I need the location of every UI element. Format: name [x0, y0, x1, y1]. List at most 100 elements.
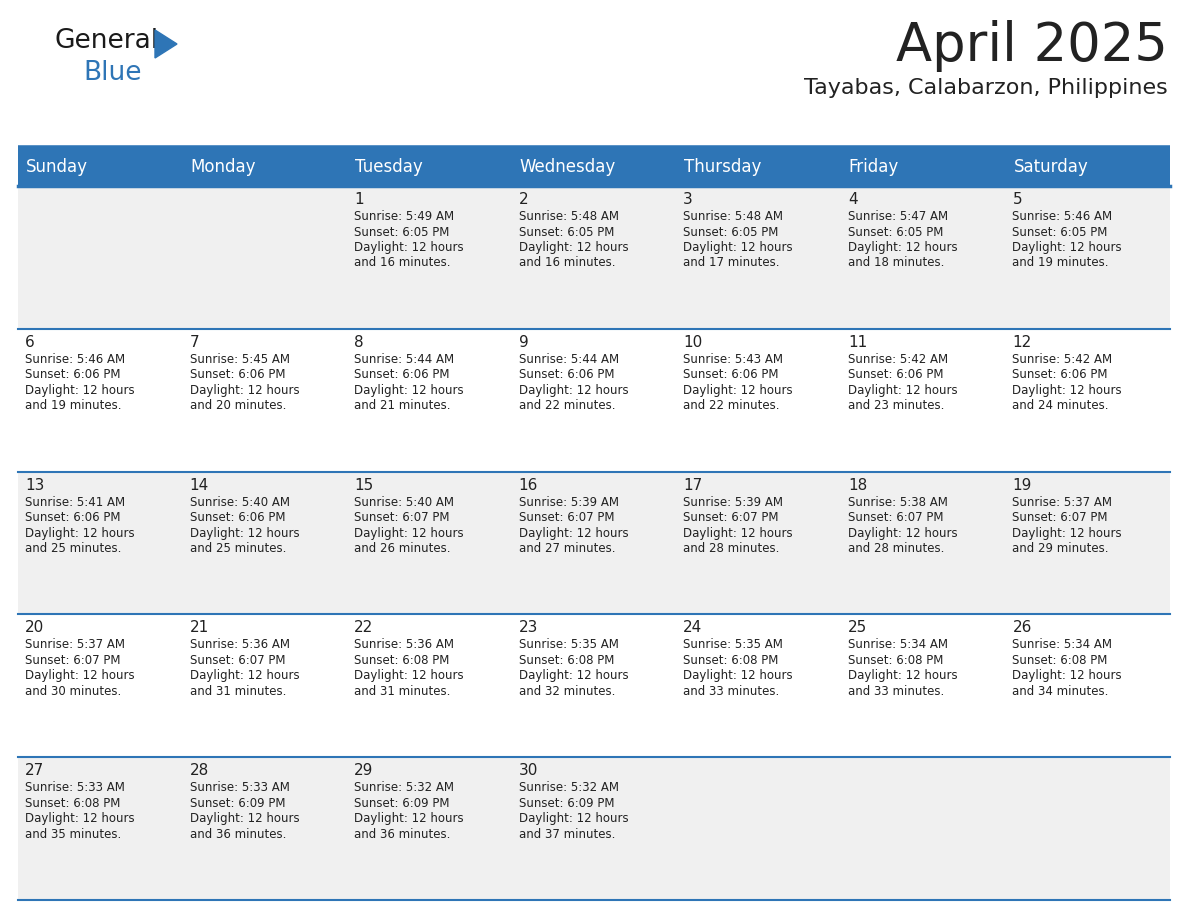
Text: Sunrise: 5:37 AM: Sunrise: 5:37 AM	[25, 638, 125, 652]
Text: Sunrise: 5:37 AM: Sunrise: 5:37 AM	[1012, 496, 1112, 509]
Text: Daylight: 12 hours: Daylight: 12 hours	[190, 384, 299, 397]
Text: Daylight: 12 hours: Daylight: 12 hours	[848, 384, 958, 397]
Bar	[347, 614, 512, 757]
Text: 23: 23	[519, 621, 538, 635]
Text: Saturday: Saturday	[1013, 158, 1088, 176]
Text: Sunset: 6:05 PM: Sunset: 6:05 PM	[519, 226, 614, 239]
Text: 22: 22	[354, 621, 373, 635]
Bar	[841, 148, 1005, 186]
Bar	[676, 472, 841, 614]
Bar	[183, 757, 347, 900]
Text: Daylight: 12 hours: Daylight: 12 hours	[848, 669, 958, 682]
Bar	[18, 614, 183, 757]
Text: Sunset: 6:06 PM: Sunset: 6:06 PM	[519, 368, 614, 381]
Bar	[841, 472, 1005, 614]
Text: 12: 12	[1012, 335, 1031, 350]
Bar	[512, 472, 676, 614]
Text: Daylight: 12 hours: Daylight: 12 hours	[519, 527, 628, 540]
Text: and 26 minutes.: and 26 minutes.	[354, 543, 450, 555]
Bar	[347, 186, 512, 329]
Text: Daylight: 12 hours: Daylight: 12 hours	[519, 812, 628, 825]
Text: and 18 minutes.: and 18 minutes.	[848, 256, 944, 270]
Bar	[512, 329, 676, 472]
Bar	[841, 329, 1005, 472]
Text: Sunrise: 5:36 AM: Sunrise: 5:36 AM	[354, 638, 454, 652]
Text: and 36 minutes.: and 36 minutes.	[190, 828, 286, 841]
Text: Blue: Blue	[83, 60, 141, 86]
Text: and 33 minutes.: and 33 minutes.	[683, 685, 779, 698]
Text: Sunrise: 5:33 AM: Sunrise: 5:33 AM	[190, 781, 290, 794]
Text: Sunset: 6:08 PM: Sunset: 6:08 PM	[1012, 654, 1107, 666]
Text: Daylight: 12 hours: Daylight: 12 hours	[25, 384, 134, 397]
Text: Sunset: 6:05 PM: Sunset: 6:05 PM	[683, 226, 778, 239]
Text: Tayabas, Calabarzon, Philippines: Tayabas, Calabarzon, Philippines	[804, 78, 1168, 98]
Bar	[18, 186, 183, 329]
Text: and 36 minutes.: and 36 minutes.	[354, 828, 450, 841]
Text: and 16 minutes.: and 16 minutes.	[519, 256, 615, 270]
Text: Sunrise: 5:42 AM: Sunrise: 5:42 AM	[848, 353, 948, 365]
Text: and 32 minutes.: and 32 minutes.	[519, 685, 615, 698]
Text: Daylight: 12 hours: Daylight: 12 hours	[1012, 669, 1121, 682]
Bar	[183, 186, 347, 329]
Text: 5: 5	[1012, 192, 1022, 207]
Text: Daylight: 12 hours: Daylight: 12 hours	[190, 527, 299, 540]
Bar	[347, 148, 512, 186]
Text: Sunset: 6:07 PM: Sunset: 6:07 PM	[25, 654, 120, 666]
Text: 15: 15	[354, 477, 373, 493]
Bar	[841, 614, 1005, 757]
Text: Daylight: 12 hours: Daylight: 12 hours	[1012, 527, 1121, 540]
Bar	[1005, 472, 1170, 614]
Text: 2: 2	[519, 192, 529, 207]
Bar	[347, 472, 512, 614]
Text: Sunrise: 5:40 AM: Sunrise: 5:40 AM	[190, 496, 290, 509]
Bar	[512, 614, 676, 757]
Text: Sunrise: 5:36 AM: Sunrise: 5:36 AM	[190, 638, 290, 652]
Text: Daylight: 12 hours: Daylight: 12 hours	[848, 527, 958, 540]
Text: Sunset: 6:09 PM: Sunset: 6:09 PM	[354, 797, 449, 810]
Text: Sunrise: 5:33 AM: Sunrise: 5:33 AM	[25, 781, 125, 794]
Text: Sunset: 6:07 PM: Sunset: 6:07 PM	[190, 654, 285, 666]
Text: 27: 27	[25, 763, 44, 778]
Text: Sunset: 6:06 PM: Sunset: 6:06 PM	[1012, 368, 1108, 381]
Bar	[183, 329, 347, 472]
Text: Friday: Friday	[849, 158, 899, 176]
Text: 29: 29	[354, 763, 373, 778]
Text: Sunset: 6:08 PM: Sunset: 6:08 PM	[683, 654, 778, 666]
Text: and 33 minutes.: and 33 minutes.	[848, 685, 944, 698]
Text: Sunset: 6:06 PM: Sunset: 6:06 PM	[190, 368, 285, 381]
Text: 16: 16	[519, 477, 538, 493]
Polygon shape	[154, 30, 177, 58]
Text: and 25 minutes.: and 25 minutes.	[25, 543, 121, 555]
Text: Daylight: 12 hours: Daylight: 12 hours	[683, 669, 792, 682]
Bar	[183, 614, 347, 757]
Bar	[18, 472, 183, 614]
Text: and 29 minutes.: and 29 minutes.	[1012, 543, 1108, 555]
Bar	[18, 329, 183, 472]
Text: Sunset: 6:07 PM: Sunset: 6:07 PM	[1012, 511, 1108, 524]
Text: and 20 minutes.: and 20 minutes.	[190, 399, 286, 412]
Text: Sunrise: 5:41 AM: Sunrise: 5:41 AM	[25, 496, 125, 509]
Text: 9: 9	[519, 335, 529, 350]
Text: Daylight: 12 hours: Daylight: 12 hours	[354, 812, 463, 825]
Bar	[676, 186, 841, 329]
Bar	[841, 186, 1005, 329]
Text: Sunrise: 5:46 AM: Sunrise: 5:46 AM	[25, 353, 125, 365]
Text: and 27 minutes.: and 27 minutes.	[519, 543, 615, 555]
Text: and 23 minutes.: and 23 minutes.	[848, 399, 944, 412]
Text: Sunrise: 5:49 AM: Sunrise: 5:49 AM	[354, 210, 454, 223]
Text: Sunset: 6:06 PM: Sunset: 6:06 PM	[190, 511, 285, 524]
Text: Daylight: 12 hours: Daylight: 12 hours	[683, 241, 792, 254]
Text: Daylight: 12 hours: Daylight: 12 hours	[25, 812, 134, 825]
Text: 26: 26	[1012, 621, 1032, 635]
Text: 20: 20	[25, 621, 44, 635]
Text: 18: 18	[848, 477, 867, 493]
Bar	[676, 329, 841, 472]
Text: Sunset: 6:06 PM: Sunset: 6:06 PM	[25, 368, 120, 381]
Text: April 2025: April 2025	[896, 20, 1168, 72]
Bar	[1005, 186, 1170, 329]
Text: Sunset: 6:07 PM: Sunset: 6:07 PM	[354, 511, 449, 524]
Bar	[512, 757, 676, 900]
Text: Daylight: 12 hours: Daylight: 12 hours	[519, 669, 628, 682]
Text: 14: 14	[190, 477, 209, 493]
Text: and 34 minutes.: and 34 minutes.	[1012, 685, 1108, 698]
